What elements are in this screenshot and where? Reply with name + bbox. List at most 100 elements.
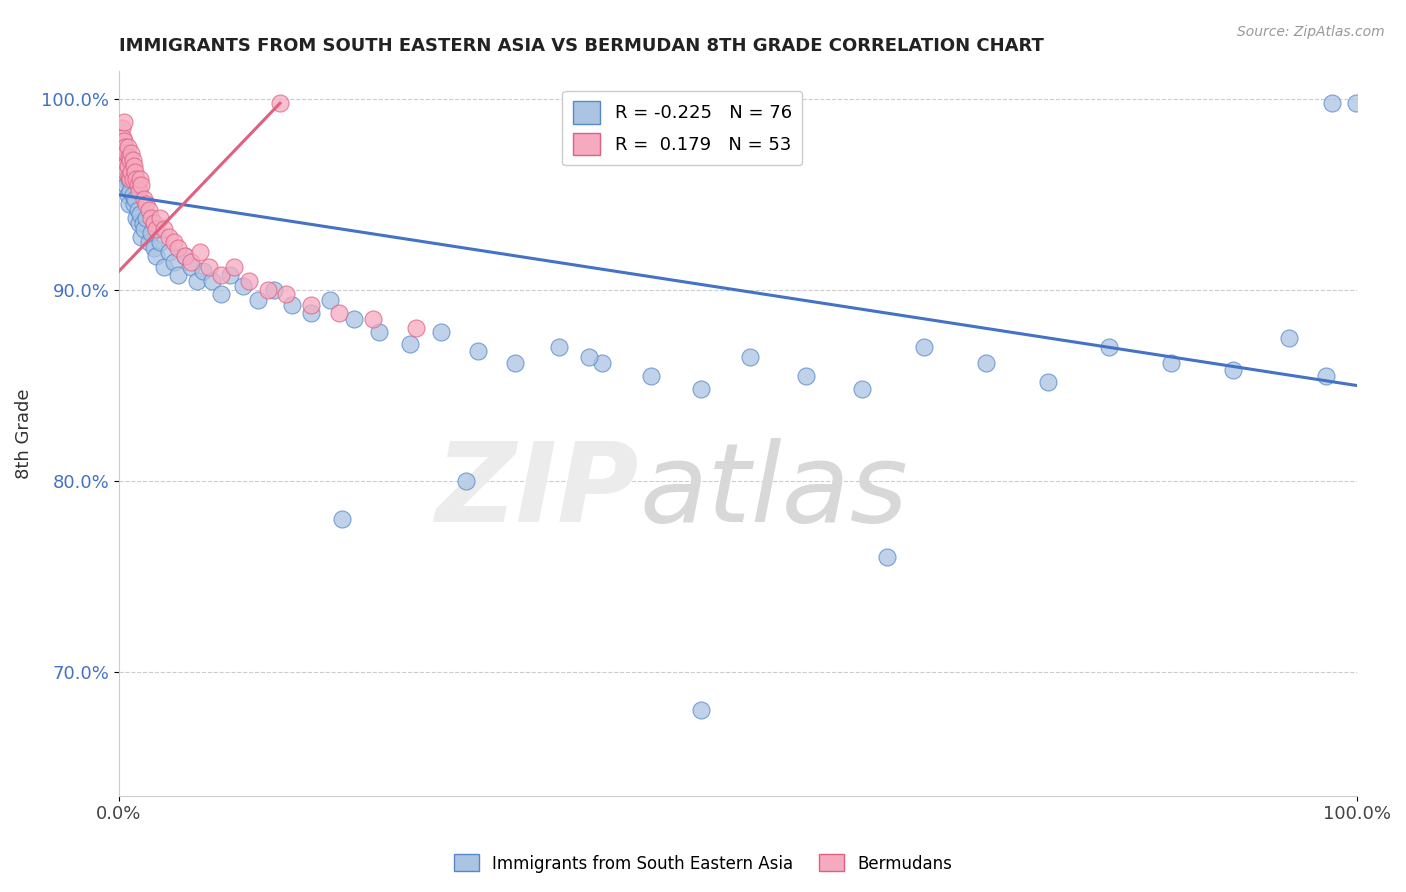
Point	[232, 279, 254, 293]
Point	[209, 268, 232, 282]
Point	[794, 369, 817, 384]
Point	[740, 350, 762, 364]
Point	[138, 202, 160, 217]
Point	[256, 283, 278, 297]
Point	[121, 187, 143, 202]
Point	[188, 245, 211, 260]
Point	[640, 369, 662, 384]
Point	[135, 211, 157, 225]
Point	[591, 356, 613, 370]
Point	[368, 325, 391, 339]
Point	[157, 245, 180, 260]
Point	[114, 172, 136, 186]
Point	[198, 260, 221, 275]
Point	[132, 222, 155, 236]
Point	[118, 172, 141, 186]
Point	[129, 207, 152, 221]
Point	[120, 165, 142, 179]
Point	[122, 159, 145, 173]
Point	[120, 153, 142, 168]
Point	[122, 197, 145, 211]
Point	[330, 512, 353, 526]
Point	[111, 150, 134, 164]
Point	[578, 350, 600, 364]
Point	[114, 145, 136, 160]
Y-axis label: 8th Grade: 8th Grade	[15, 388, 32, 478]
Point	[132, 192, 155, 206]
Point	[111, 140, 134, 154]
Point	[125, 211, 148, 225]
Point	[1322, 96, 1344, 111]
Legend: Immigrants from South Eastern Asia, Bermudans: Immigrants from South Eastern Asia, Berm…	[447, 847, 959, 880]
Point	[118, 150, 141, 164]
Point	[263, 283, 285, 297]
Point	[121, 172, 143, 186]
Point	[503, 356, 526, 370]
Point	[110, 140, 132, 154]
Point	[167, 268, 190, 282]
Point	[193, 264, 215, 278]
Point	[110, 120, 132, 135]
Point	[117, 159, 139, 173]
Point	[167, 241, 190, 255]
Point	[328, 306, 350, 320]
Point	[115, 178, 138, 193]
Point	[110, 134, 132, 148]
Point	[124, 192, 146, 206]
Point	[361, 311, 384, 326]
Point	[180, 260, 202, 275]
Point	[120, 145, 142, 160]
Point	[162, 254, 184, 268]
Point	[121, 153, 143, 168]
Point	[152, 260, 174, 275]
Point	[131, 229, 153, 244]
Point	[129, 172, 152, 186]
Point	[120, 184, 142, 198]
Point	[209, 287, 232, 301]
Point	[157, 229, 180, 244]
Point	[131, 178, 153, 193]
Point	[111, 130, 134, 145]
Point	[115, 165, 138, 179]
Point	[430, 325, 453, 339]
Point	[127, 178, 149, 193]
Point	[1098, 340, 1121, 354]
Point	[343, 311, 366, 326]
Text: atlas: atlas	[638, 438, 908, 545]
Point	[145, 249, 167, 263]
Point	[112, 153, 135, 168]
Point	[689, 383, 711, 397]
Point	[876, 550, 898, 565]
Point	[1160, 356, 1182, 370]
Point	[117, 187, 139, 202]
Point	[128, 184, 150, 198]
Point	[162, 235, 184, 250]
Point	[689, 703, 711, 717]
Point	[114, 159, 136, 173]
Point	[141, 226, 163, 240]
Point	[115, 157, 138, 171]
Point	[399, 336, 422, 351]
Point	[269, 96, 291, 111]
Point	[131, 216, 153, 230]
Point	[124, 165, 146, 179]
Text: ZIP: ZIP	[436, 438, 638, 545]
Point	[115, 145, 138, 160]
Point	[1036, 375, 1059, 389]
Point	[318, 293, 340, 307]
Point	[118, 169, 141, 183]
Point	[201, 274, 224, 288]
Point	[110, 150, 132, 164]
Point	[112, 169, 135, 183]
Point	[112, 115, 135, 129]
Point	[299, 298, 322, 312]
Point	[173, 249, 195, 263]
Point	[454, 474, 477, 488]
Point	[118, 197, 141, 211]
Point	[149, 211, 172, 225]
Point	[405, 321, 427, 335]
Point	[149, 235, 172, 250]
Point	[281, 298, 304, 312]
Point	[238, 274, 260, 288]
Point	[117, 140, 139, 154]
